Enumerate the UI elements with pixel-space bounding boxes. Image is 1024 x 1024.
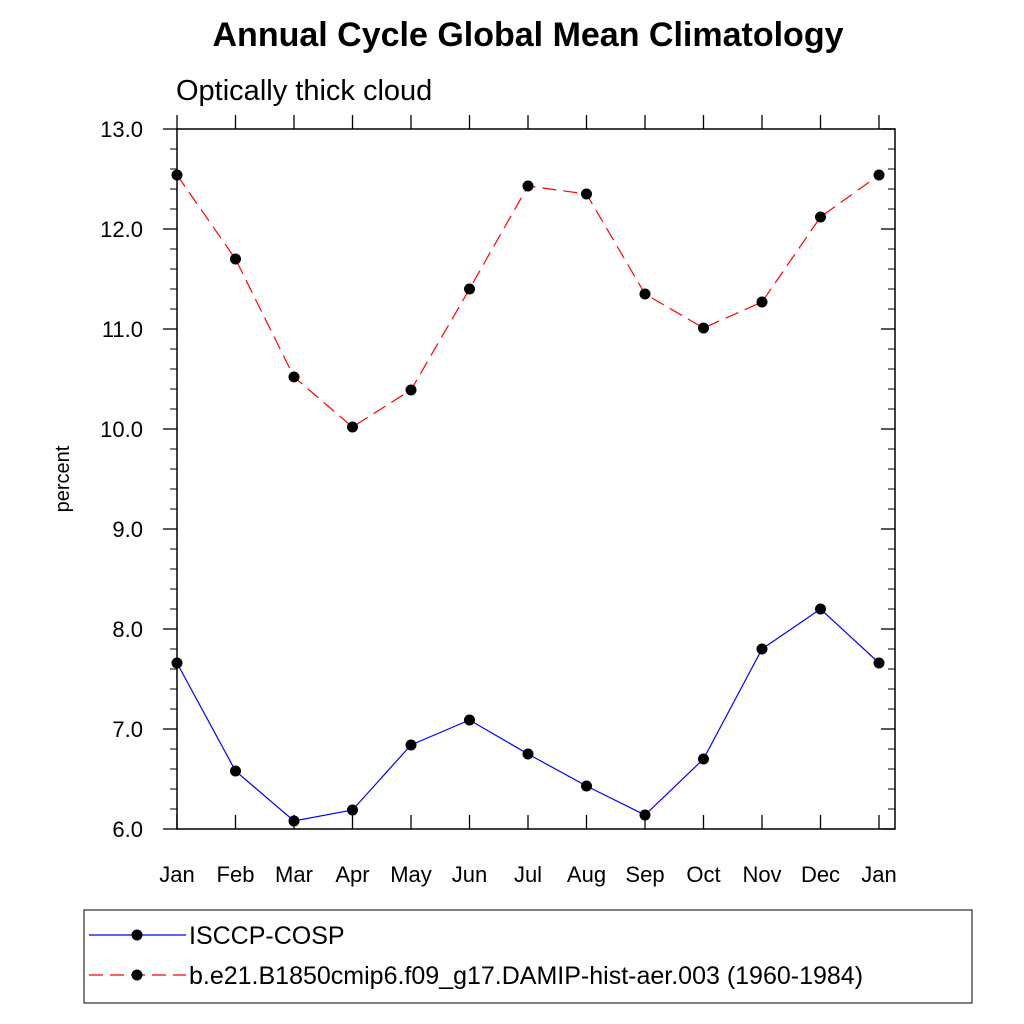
chart-title: Annual Cycle Global Mean Climatology (213, 16, 844, 54)
data-point-1 (288, 371, 300, 383)
data-point-0 (347, 804, 358, 816)
x-tick-label: Sep (625, 862, 664, 887)
series-line-0 (176, 608, 880, 822)
legend: ISCCP-COSP b.e21.B1850cmip6.f09_g17.DAMIP… (89, 922, 863, 990)
y-tick-label: 10.0 (100, 417, 143, 442)
legend-marker-1 (131, 969, 143, 981)
data-point-0 (464, 714, 475, 726)
y-axis-label: percent (52, 445, 74, 512)
data-point-0 (639, 809, 651, 821)
legend-box (83, 909, 973, 1004)
y-tick-label: 12.0 (100, 217, 143, 242)
x-tick-label: Oct (686, 862, 720, 887)
y-tick-label: 11.0 (102, 317, 143, 342)
data-point-1 (815, 211, 826, 223)
data-point-0 (756, 643, 768, 655)
data-point-0 (230, 765, 241, 777)
x-tick-label: Mar (275, 862, 313, 887)
x-tick-label: Jul (514, 862, 542, 887)
data-point-0 (873, 657, 885, 669)
data-point-1 (581, 188, 592, 200)
data-point-1 (347, 421, 358, 433)
legend-label-0: ISCCP-COSP (189, 922, 345, 950)
legend-marker-0 (131, 929, 143, 941)
data-point-0 (288, 815, 300, 827)
plot-frame (176, 128, 896, 830)
x-tick-label: Nov (742, 862, 781, 887)
data-point-1 (873, 169, 885, 181)
data-point-1 (639, 288, 651, 300)
y-tick-label: 8.0 (112, 617, 143, 642)
data-point-1 (698, 322, 709, 334)
data-point-0 (815, 603, 826, 615)
data-point-0 (171, 657, 183, 669)
data-point-0 (698, 753, 709, 765)
y-tick-label: 13.0 (100, 117, 143, 142)
x-tick-label: Apr (335, 862, 369, 887)
data-point-1 (171, 169, 183, 181)
x-tick-label: Jan (159, 862, 194, 887)
series-layer (171, 169, 885, 827)
x-tick-label: Feb (217, 862, 255, 887)
y-tick-label: 7.0 (112, 717, 143, 742)
data-point-0 (522, 748, 534, 760)
x-tick-label: Aug (567, 862, 606, 887)
data-point-1 (405, 384, 417, 396)
x-tick-label: Jan (861, 862, 896, 887)
x-tick-label: Dec (801, 862, 840, 887)
axes: Jan Feb Mar Apr May Jun Jul Aug Sep Oct Nov Dec Jan 6… (100, 115, 897, 887)
chart-subtitle: Optically thick cloud (176, 75, 432, 107)
data-point-1 (522, 180, 534, 192)
x-tick-label: Jun (452, 862, 487, 887)
data-point-1 (230, 253, 241, 265)
series-line-1 (176, 174, 880, 428)
data-point-1 (756, 296, 768, 308)
data-point-0 (405, 739, 417, 751)
legend-label-1: b.e21.B1850cmip6.f09_g17.DAMIP-hist-aer.… (189, 962, 863, 990)
data-point-1 (464, 283, 475, 295)
data-point-0 (581, 780, 592, 792)
x-tick-label: May (390, 862, 432, 887)
y-tick-label: 9.0 (112, 517, 143, 542)
y-tick-label: 6.0 (112, 817, 143, 842)
